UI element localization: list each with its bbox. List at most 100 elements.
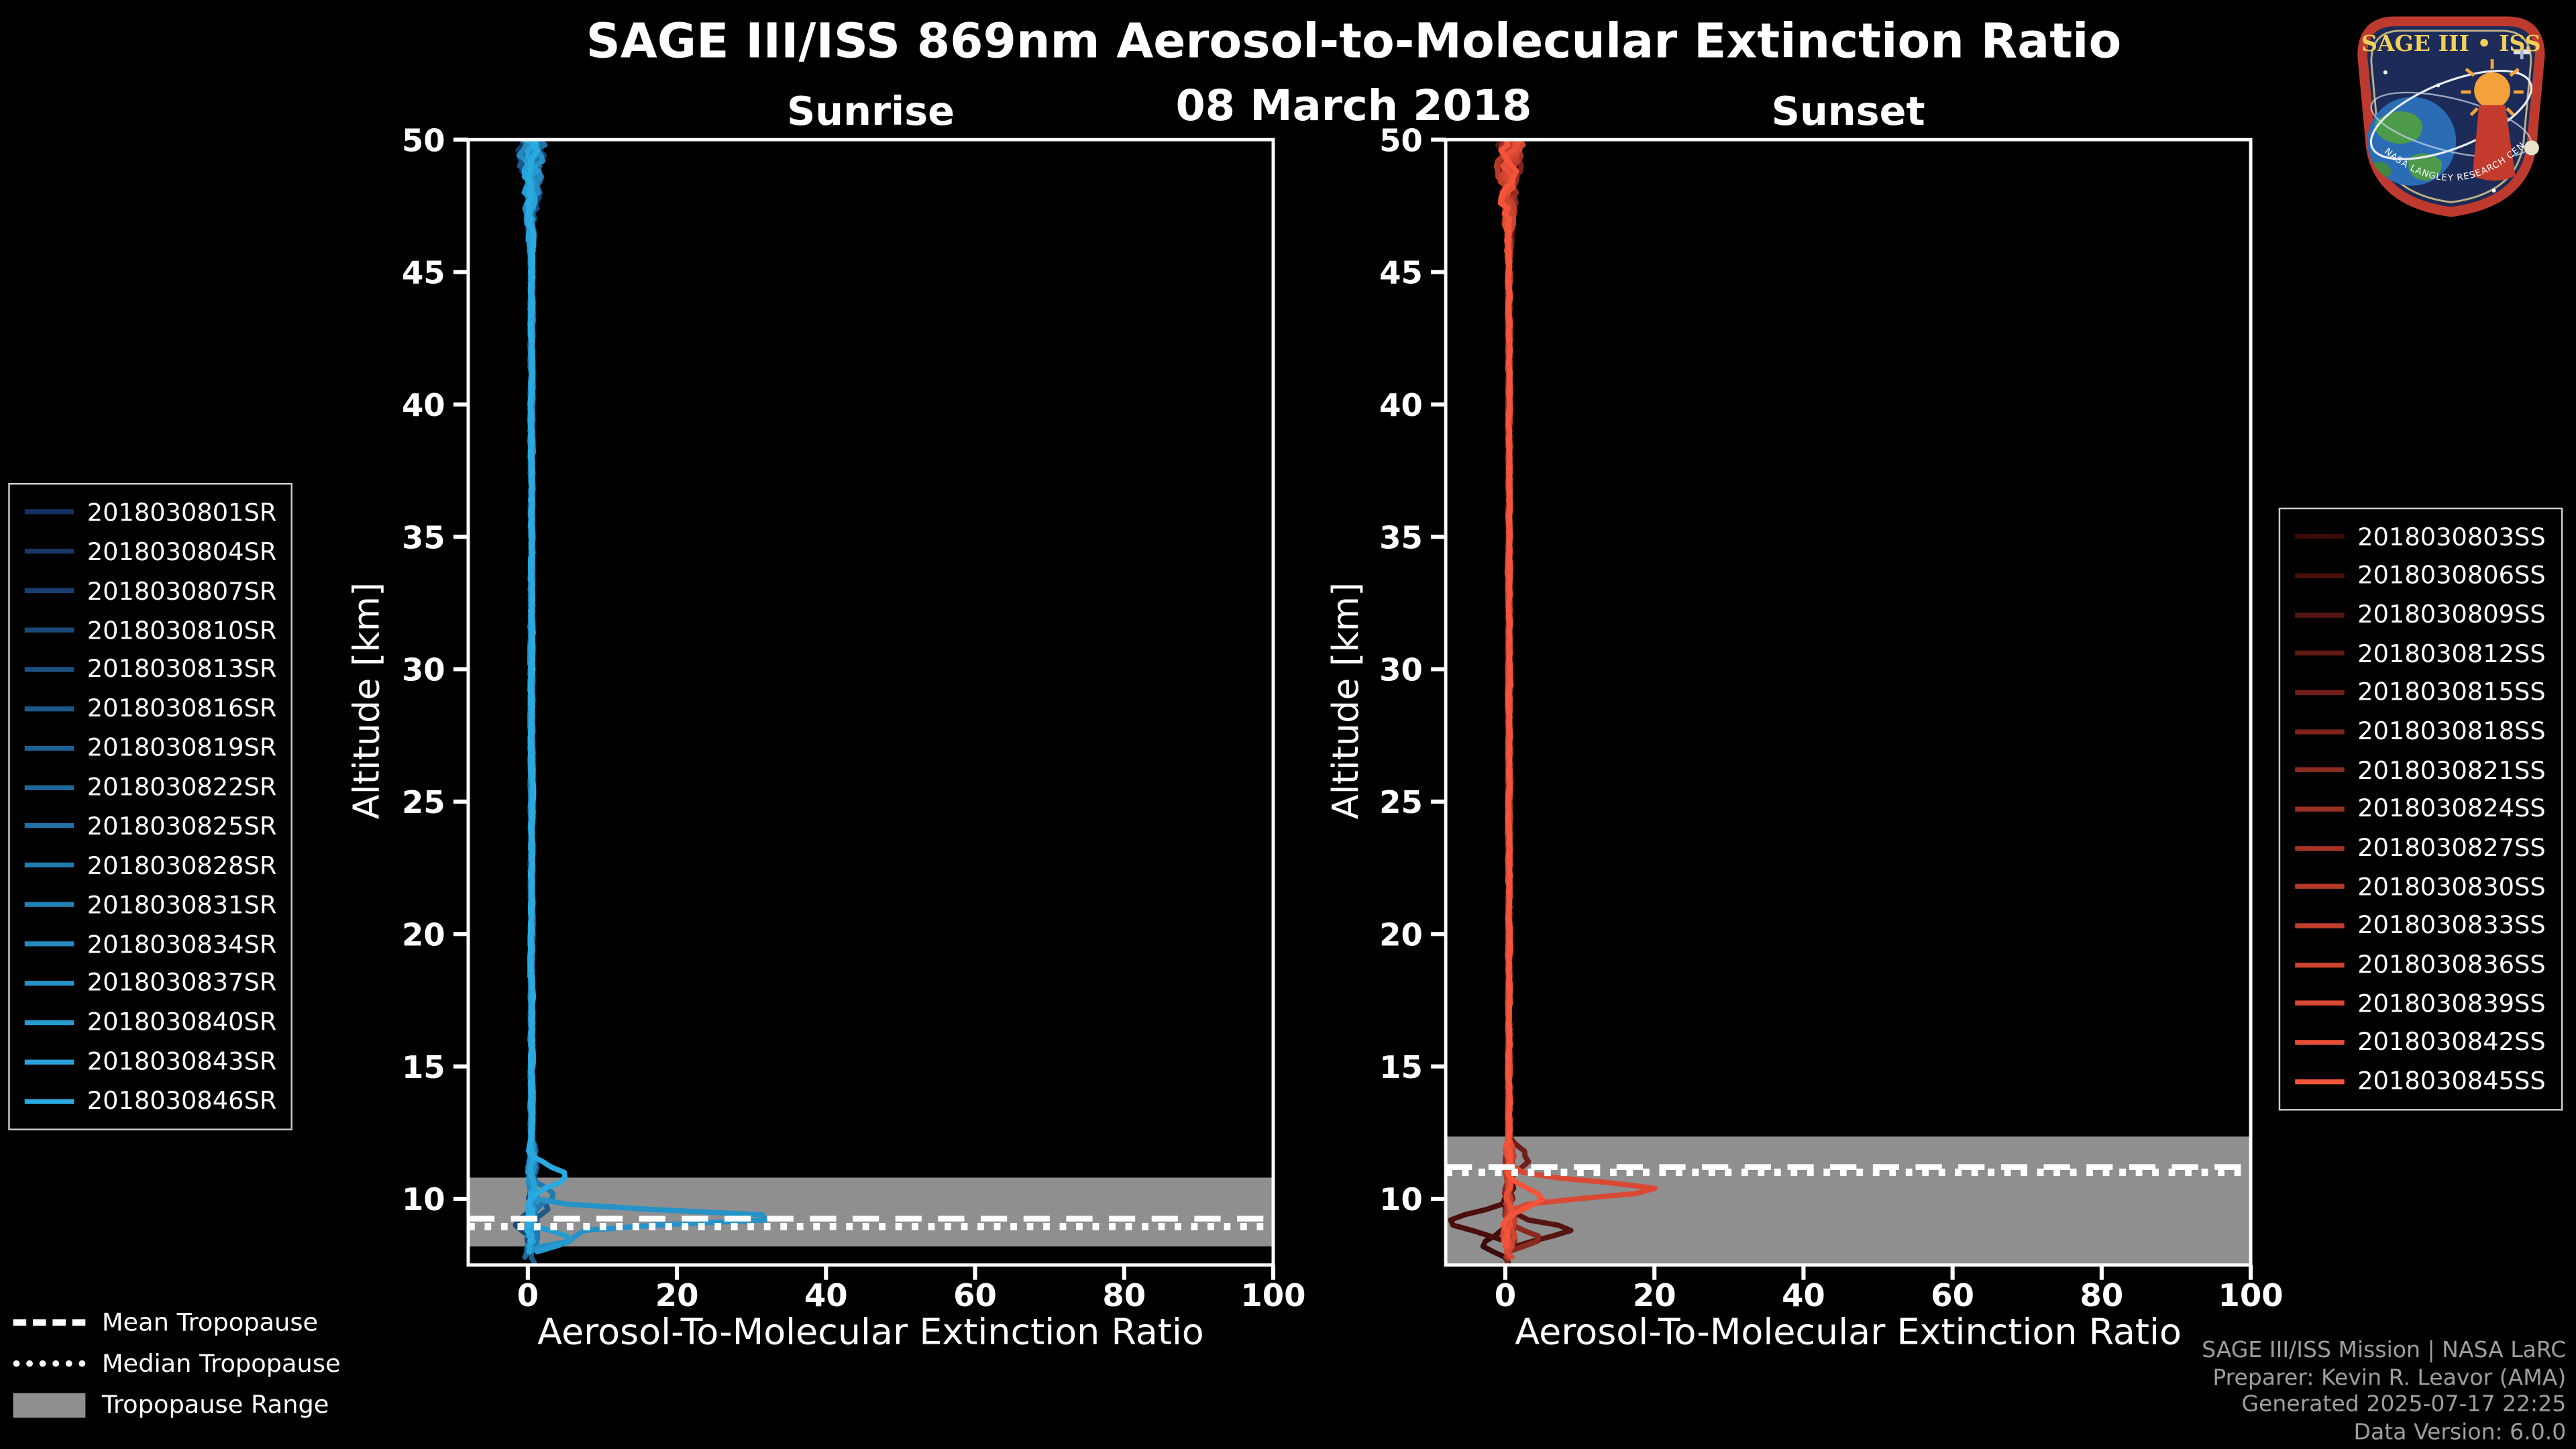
y-tick-label: 15	[1379, 1049, 1423, 1085]
y-tick-label: 50	[1379, 122, 1423, 158]
profile-line-2018030845SS	[1497, 140, 1546, 1249]
legend-label: 2018030827SS	[2357, 833, 2546, 863]
x-tick-label: 80	[2080, 1277, 2124, 1313]
legend-item: 2018030816SR	[24, 694, 277, 724]
legend-label: 2018030828SR	[87, 851, 277, 881]
legend-line-swatch	[24, 588, 74, 594]
legend-label: 2018030825SR	[87, 811, 277, 841]
y-tick-label: 45	[402, 255, 445, 291]
legend-label: 2018030806SS	[2357, 561, 2546, 591]
legend-label: 2018030813SR	[87, 654, 277, 684]
legend-item: 2018030834SR	[24, 929, 277, 959]
legend-label: 2018030815SS	[2357, 678, 2546, 708]
patch-title: SAGE III • ISS	[2361, 30, 2540, 56]
legend-item: 2018030821SS	[2295, 755, 2546, 785]
sunset-legend: 2018030803SS 2018030806SS 2018030809SS 2018…	[2278, 507, 2563, 1111]
legend-line-swatch	[2295, 1039, 2345, 1045]
legend-label: 2018030818SS	[2357, 716, 2546, 747]
x-tick-label: 40	[804, 1277, 848, 1313]
legend-line-swatch	[24, 627, 74, 633]
y-tick-label: 25	[402, 784, 445, 820]
legend-line-swatch	[24, 667, 74, 672]
legend-line-swatch	[2295, 729, 2345, 734]
legend-line-swatch	[2295, 1078, 2345, 1084]
y-tick-label: 35	[1379, 519, 1423, 555]
x-tick-label: 80	[1102, 1277, 1146, 1313]
legend-line-swatch	[24, 784, 74, 790]
profile-line-2018030803SS	[1480, 140, 1522, 1265]
legend-label: 2018030816SR	[87, 694, 277, 724]
sun-figure-icon	[2461, 59, 2524, 181]
dashed-line-swatch	[13, 1319, 86, 1326]
legend-line-swatch	[2295, 534, 2345, 540]
sunrise-x-axis-label: Aerosol-To-Molecular Extinction Ratio	[537, 1312, 1204, 1354]
x-tick-label: 20	[655, 1277, 699, 1313]
legend-item: 2018030837SR	[24, 969, 276, 998]
orbit-icon	[2369, 69, 2532, 160]
legend-line-swatch	[2295, 961, 2345, 967]
tropopause-legend: Mean Tropopause Median Tropopause Tropop…	[13, 1307, 341, 1419]
legend-label: 2018030821SS	[2357, 755, 2546, 786]
legend-label: Median Tropopause	[101, 1348, 341, 1379]
legend-label: 2018030839SS	[2357, 988, 2546, 1018]
legend-line-swatch	[24, 745, 74, 751]
legend-label: 2018030810SR	[87, 615, 277, 645]
legend-item: 2018030801SR	[24, 498, 276, 527]
legend-label: 2018030845SS	[2357, 1066, 2546, 1096]
legend-item: 2018030839SS	[2295, 989, 2546, 1018]
x-tick-label: 0	[517, 1277, 539, 1313]
y-tick-label: 10	[1379, 1181, 1423, 1218]
y-tick-label: 10	[402, 1181, 445, 1218]
legend-label: 2018030822SR	[87, 772, 277, 802]
profile-line-2018030837SR	[521, 140, 769, 1254]
legend-line-swatch	[2295, 845, 2345, 851]
legend-line-swatch	[24, 706, 74, 711]
legend-item: 2018030833SS	[2295, 911, 2546, 941]
legend-line-swatch	[24, 1098, 74, 1104]
legend-label: 2018030834SR	[87, 929, 277, 959]
legend-item: 2018030807SR	[24, 576, 276, 606]
legend-item: 2018030803SS	[2295, 522, 2546, 551]
legend-line-swatch	[24, 863, 74, 868]
legend-label: 2018030843SR	[87, 1046, 277, 1077]
mission-patch-logo: SAGE III • ISS NASA LANGLEY RESEARCH CEN…	[2336, 7, 2545, 217]
legend-item-median-tropopause: Median Tropopause	[13, 1348, 341, 1379]
legend-line-swatch	[24, 1020, 74, 1025]
legend-line-swatch	[24, 510, 74, 515]
iss-icon	[2513, 44, 2530, 60]
moon-icon	[2524, 140, 2539, 156]
y-tick-label: 30	[1379, 652, 1423, 688]
legend-item: 2018030812SS	[2295, 639, 2546, 668]
y-tick-label: 35	[402, 519, 445, 555]
legend-label: 2018030812SS	[2357, 639, 2546, 669]
legend-line-swatch	[2295, 923, 2345, 928]
legend-item: 2018030813SR	[24, 654, 277, 684]
legend-item: 2018030836SS	[2295, 950, 2546, 979]
legend-line-swatch	[24, 980, 74, 986]
legend-label: 2018030830SS	[2357, 871, 2546, 902]
legend-item: 2018030810SR	[24, 615, 277, 645]
credit-generated: Generated 2025-07-17 22:25	[2241, 1391, 2567, 1418]
credits-block: SAGE III/ISS Mission | NASA LaRC Prepare…	[2202, 1337, 2566, 1446]
legend-item: 2018030842SS	[2295, 1027, 2546, 1057]
legend-item: 2018030824SS	[2295, 794, 2546, 824]
x-tick-label: 60	[1931, 1277, 1974, 1313]
y-tick-label: 20	[1379, 916, 1423, 953]
legend-line-swatch	[2295, 806, 2345, 812]
legend-item: 2018030825SR	[24, 811, 277, 841]
x-tick-label: 40	[1782, 1277, 1825, 1313]
legend-item: 2018030830SS	[2295, 872, 2546, 902]
legend-item: 2018030818SS	[2295, 716, 2546, 746]
legend-line-swatch	[24, 902, 74, 908]
y-tick-label: 50	[402, 122, 445, 158]
sunset-panel-title: Sunset	[1771, 89, 1925, 135]
y-tick-label: 45	[1379, 255, 1423, 291]
y-tick-label: 30	[402, 652, 445, 688]
legend-item: 2018030806SS	[2295, 561, 2546, 590]
y-tick-label: 15	[402, 1049, 445, 1085]
legend-label: 2018030804SR	[87, 537, 277, 567]
x-tick-label: 0	[1495, 1277, 1516, 1313]
y-tick-label: 20	[402, 916, 445, 953]
legend-line-swatch	[2295, 767, 2345, 773]
credit-data-version: Data Version: 6.0.0	[2353, 1418, 2567, 1445]
